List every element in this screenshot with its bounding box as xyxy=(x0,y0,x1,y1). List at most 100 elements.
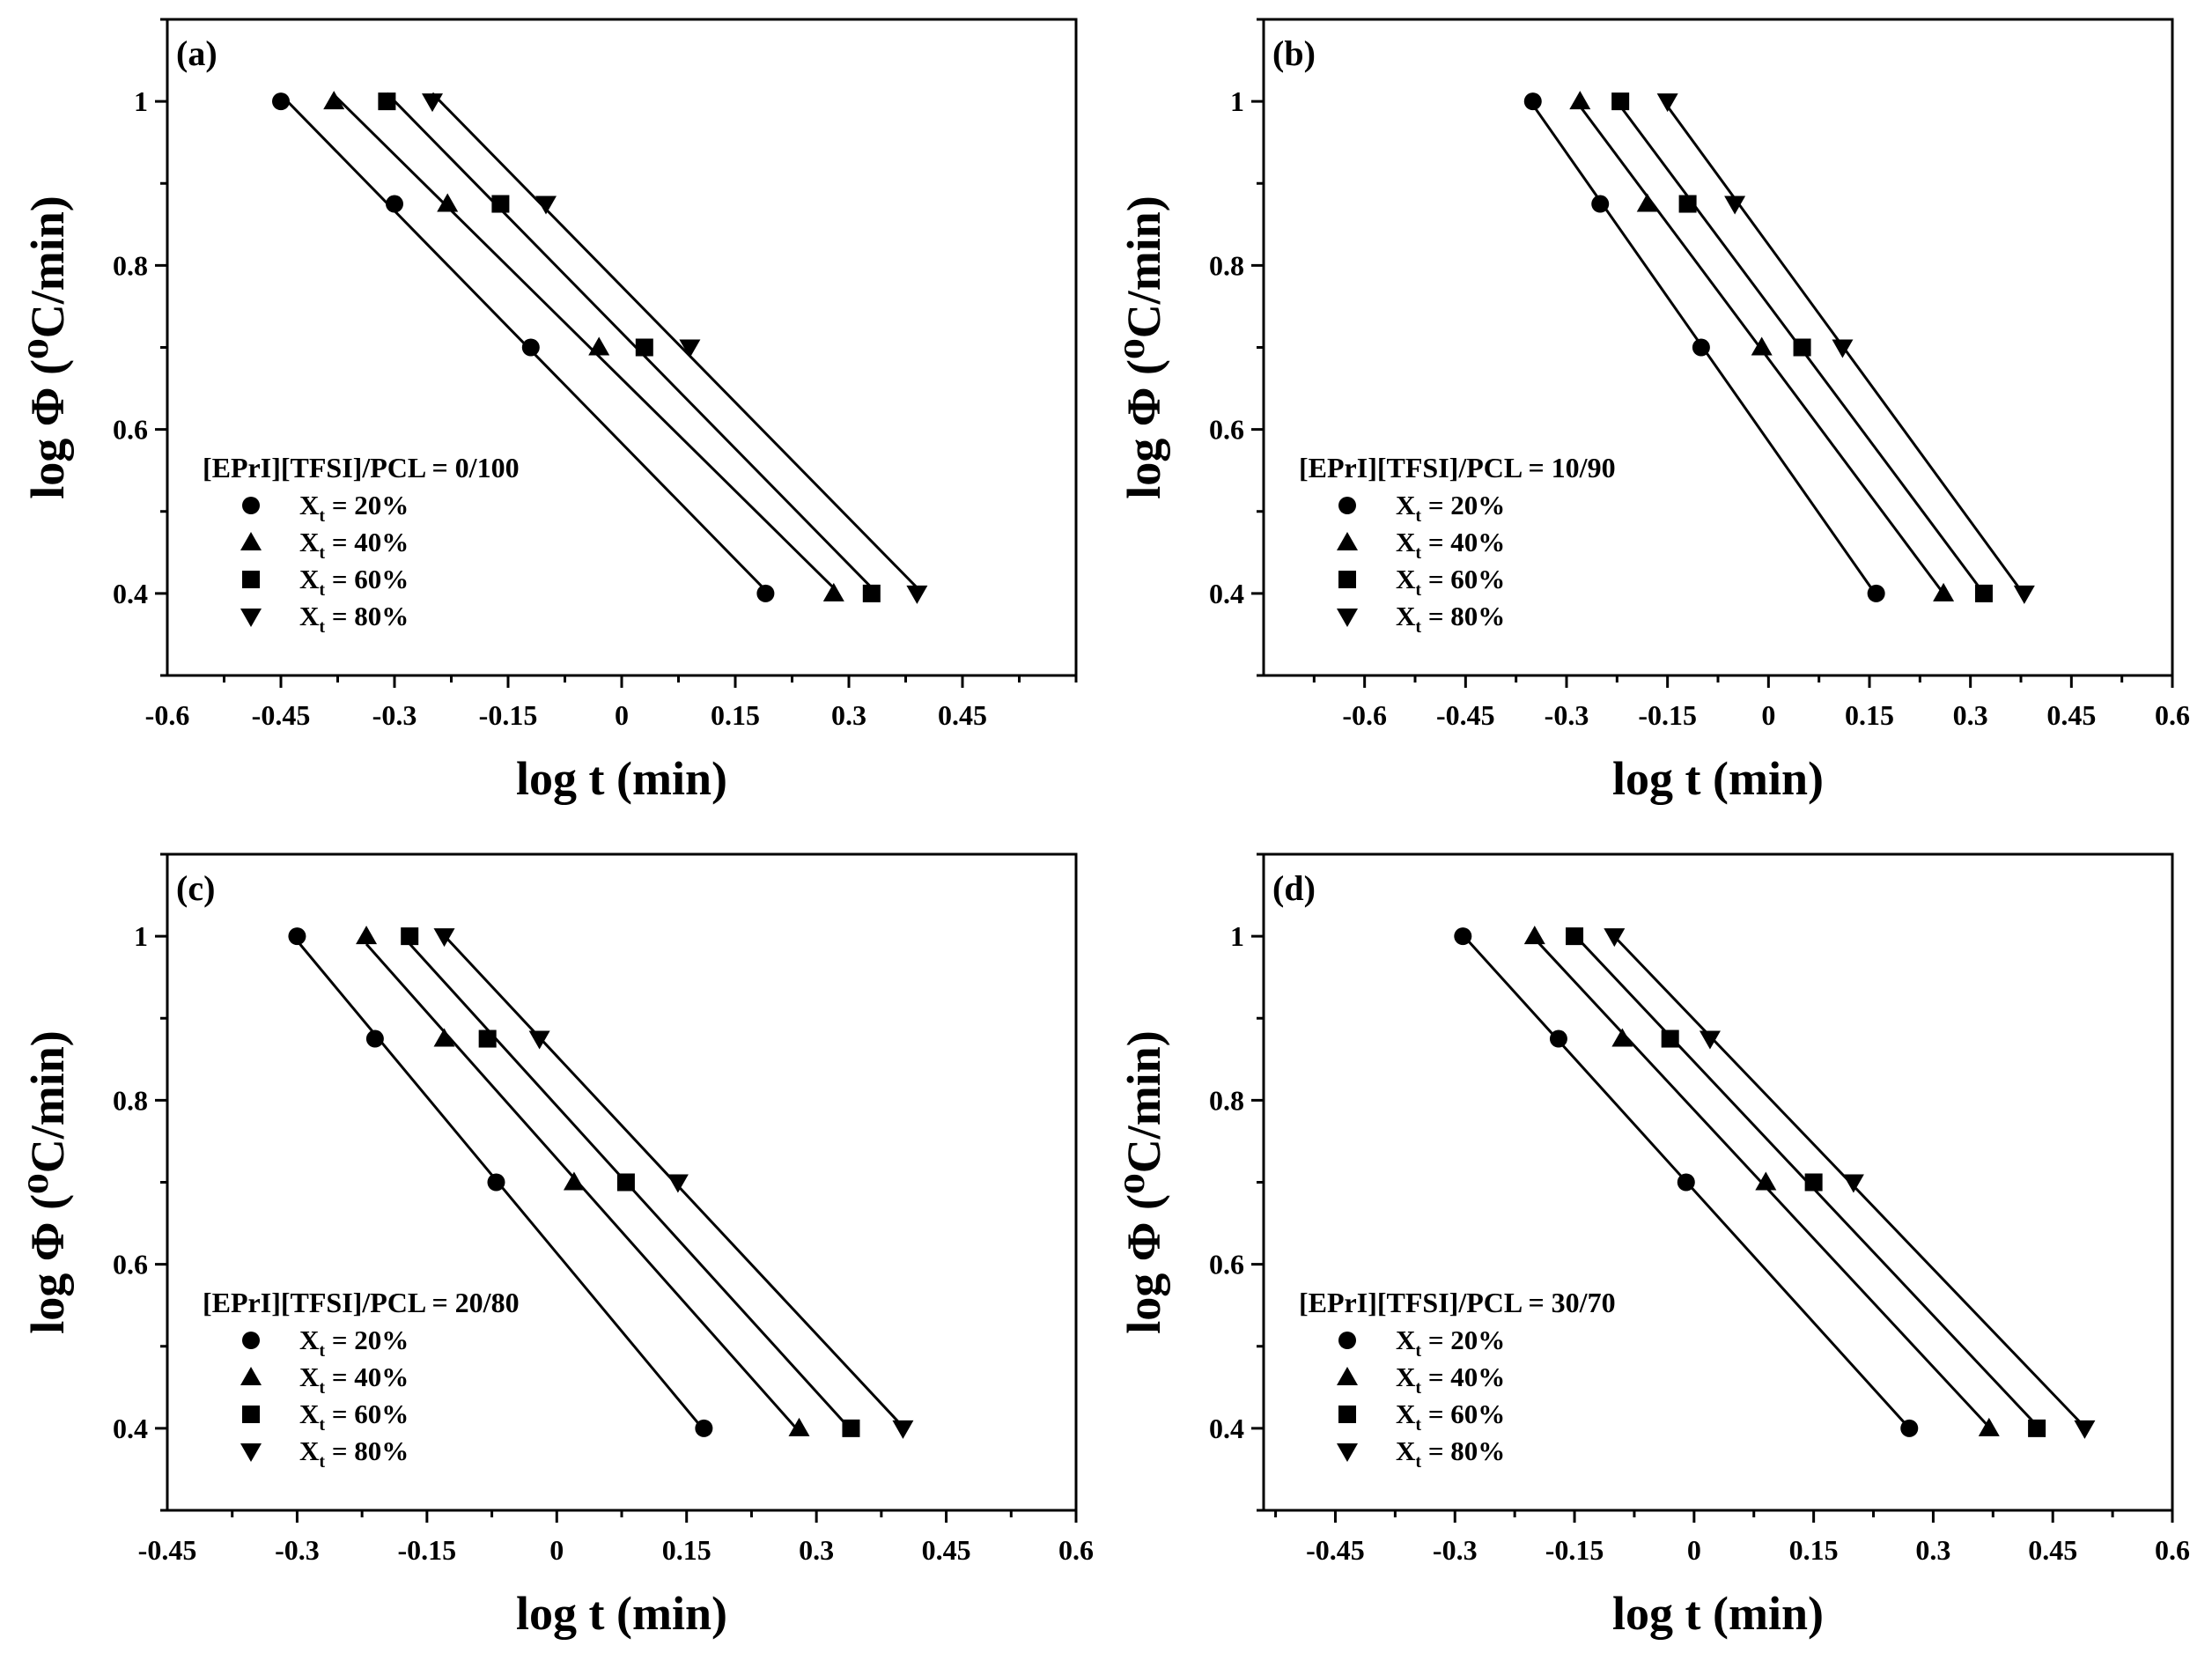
data-point xyxy=(1692,338,1710,357)
chart-panel: -0.6 -0.45 -0.3 -0.15 0 0.15 0.3 0.45 0.4 0.6 0.8 1… xyxy=(21,18,1078,805)
data-point xyxy=(892,1420,914,1439)
x-tick-label: -0.45 xyxy=(138,1534,197,1566)
data-point xyxy=(1751,336,1773,356)
data-point xyxy=(616,1173,635,1192)
legend-marker xyxy=(242,571,260,588)
x-tick-label: 0 xyxy=(1687,1534,1701,1566)
x-tick-label: 0.45 xyxy=(938,699,987,731)
data-point xyxy=(788,1417,810,1436)
fit-line xyxy=(279,93,767,592)
data-point xyxy=(1454,927,1472,946)
panel-label: (d) xyxy=(1272,868,1316,908)
legend-entry-main: X xyxy=(299,564,320,594)
data-point xyxy=(679,339,701,358)
legend-entry-main: X xyxy=(299,1325,320,1355)
chart-panel: -0.45 -0.3 -0.15 0 0.15 0.3 0.45 0.6 0.4 0.6 0.8 1 l… xyxy=(21,852,1094,1640)
x-axis-title: log t (min) xyxy=(516,752,727,805)
legend-marker xyxy=(1338,497,1356,514)
legend-entry-main: X xyxy=(299,601,320,631)
data-point xyxy=(528,1030,550,1050)
x-tick-label: -0.15 xyxy=(1638,699,1697,731)
y-tick-label: 0.4 xyxy=(113,578,148,609)
data-series xyxy=(1604,928,2096,1439)
legend-entry: Xt = 40% xyxy=(1396,1361,1505,1398)
data-point xyxy=(491,195,510,213)
legend-title: [EPrI][TFSI]/PCL = 0/100 xyxy=(203,452,520,483)
y-tick-label: 1 xyxy=(134,920,148,952)
data-point xyxy=(1974,584,1993,602)
data-point xyxy=(1549,1029,1567,1048)
legend-entry-main: X xyxy=(299,490,320,520)
legend-entry: Xt = 40% xyxy=(1396,527,1505,563)
fit-line xyxy=(333,93,835,589)
fit-line xyxy=(386,92,873,589)
legend-entry-main: X xyxy=(299,1361,320,1392)
legend-title: [EPrI][TFSI]/PCL = 20/80 xyxy=(203,1287,520,1318)
y-axis-title: log Φ (⁰C/min) xyxy=(1117,196,1170,498)
legend-entry-sub: t xyxy=(319,580,325,600)
legend-marker xyxy=(240,1367,262,1385)
data-point xyxy=(1566,927,1584,946)
data-point xyxy=(1755,1171,1777,1191)
x-tick-label: -0.45 xyxy=(1436,699,1495,731)
data-point xyxy=(822,582,844,601)
legend-entry: Xt = 20% xyxy=(1396,1325,1505,1361)
x-tick-label: 0 xyxy=(615,699,629,731)
y-tick-label: 1 xyxy=(134,85,148,117)
data-point xyxy=(1677,1173,1695,1192)
data-point xyxy=(906,585,928,604)
legend-entry-value: = 20% xyxy=(325,1325,409,1355)
legend-marker xyxy=(1338,571,1356,588)
x-tick-label: -0.15 xyxy=(398,1534,457,1566)
y-tick-label: 0.8 xyxy=(1209,249,1244,281)
legend-entry: Xt = 20% xyxy=(299,490,409,526)
data-point xyxy=(1933,582,1955,601)
x-tick-label: 0.6 xyxy=(1058,1534,1094,1566)
legend-entry-sub: t xyxy=(319,617,325,637)
y-tick-label: 0.8 xyxy=(113,1084,148,1116)
data-series xyxy=(433,928,914,1439)
data-point xyxy=(272,92,290,111)
data-point xyxy=(365,1029,384,1048)
data-point xyxy=(535,196,557,215)
data-series xyxy=(1523,92,1885,602)
x-axis-title: log t (min) xyxy=(1612,1587,1824,1640)
data-point xyxy=(1611,1028,1633,1047)
legend-entry-value: = 40% xyxy=(1421,1361,1505,1392)
chart-panel: -0.45 -0.3 -0.15 0 0.15 0.3 0.45 0.6 0.4 0.6 0.8 1 l… xyxy=(1117,852,2190,1640)
data-series xyxy=(288,927,713,1437)
legend-marker xyxy=(242,1332,260,1349)
data-series xyxy=(422,92,928,604)
x-tick-label: 0.15 xyxy=(711,699,760,731)
data-series xyxy=(1611,92,1993,602)
data-point xyxy=(487,1173,505,1192)
legend-title: [EPrI][TFSI]/PCL = 10/90 xyxy=(1299,452,1616,483)
data-point xyxy=(1900,1419,1919,1437)
legend-entry: Xt = 80% xyxy=(1396,601,1505,637)
y-tick-label: 0.4 xyxy=(113,1413,148,1444)
legend-entry-main: X xyxy=(1396,490,1416,520)
data-point xyxy=(2074,1420,2096,1439)
data-series xyxy=(1569,91,1955,601)
legend-entry-sub: t xyxy=(319,543,325,563)
data-point xyxy=(1832,339,1854,358)
legend-entry-value: = 80% xyxy=(1421,1435,1505,1466)
data-series xyxy=(378,92,881,602)
legend-entry-main: X xyxy=(1396,601,1416,631)
legend-entry-sub: t xyxy=(319,506,325,526)
chart-panel: -0.6 -0.45 -0.3 -0.15 0 0.15 0.3 0.45 0.6 0.4 0.6 0… xyxy=(1117,18,2190,805)
legend-entry-main: X xyxy=(1396,1398,1416,1429)
y-axis-title: log Φ (⁰C/min) xyxy=(1117,1030,1170,1333)
data-series xyxy=(1656,93,2035,604)
y-tick-label: 1 xyxy=(1230,85,1244,117)
x-axis-title: log t (min) xyxy=(516,1587,727,1640)
x-tick-label: -0.3 xyxy=(1433,1534,1478,1566)
legend-entry: Xt = 40% xyxy=(299,1361,409,1398)
legend-marker xyxy=(1338,1406,1356,1423)
legend-entry-value: = 20% xyxy=(325,490,409,520)
data-point xyxy=(378,92,396,111)
legend-entry-main: X xyxy=(299,527,320,557)
legend-title: [EPrI][TFSI]/PCL = 30/70 xyxy=(1299,1287,1616,1318)
data-point xyxy=(1523,92,1542,111)
x-tick-label: -0.6 xyxy=(1342,699,1387,731)
